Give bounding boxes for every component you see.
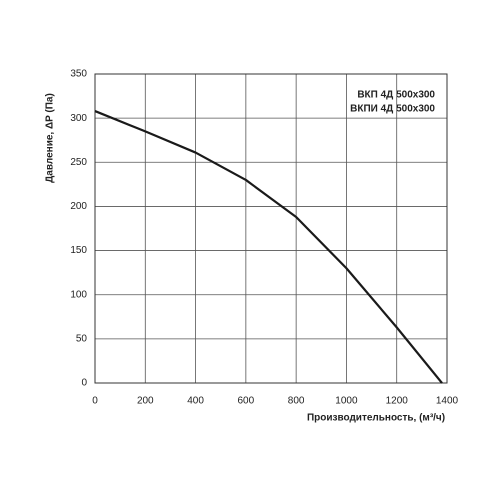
y-tick-label: 50 (76, 333, 88, 344)
x-tick-label: 200 (137, 396, 154, 407)
x-tick-label: 1400 (436, 396, 459, 407)
x-tick-label: 1200 (386, 396, 409, 407)
x-tick-label: 0 (92, 396, 98, 407)
x-tick-label: 800 (288, 396, 305, 407)
x-tick-label: 1000 (335, 396, 358, 407)
y-tick-label: 0 (81, 378, 87, 389)
x-tick-label: 400 (187, 396, 204, 407)
y-tick-label: 250 (70, 157, 87, 168)
plot-frame (94, 73, 448, 384)
y-axis-label: Давление, ΔP (Па) (45, 93, 56, 183)
y-tick-label: 200 (70, 201, 87, 212)
annotation: ВКПИ 4Д 500x300 (350, 104, 435, 115)
y-tick-label: 350 (70, 69, 87, 80)
curve (94, 110, 443, 384)
y-tick-label: 100 (70, 289, 87, 300)
y-tick-label: 300 (70, 113, 87, 124)
x-tick-label: 600 (238, 396, 255, 407)
y-tick-label: 150 (70, 245, 87, 256)
x-axis-label: Производительность, (м³/ч) (307, 413, 445, 424)
